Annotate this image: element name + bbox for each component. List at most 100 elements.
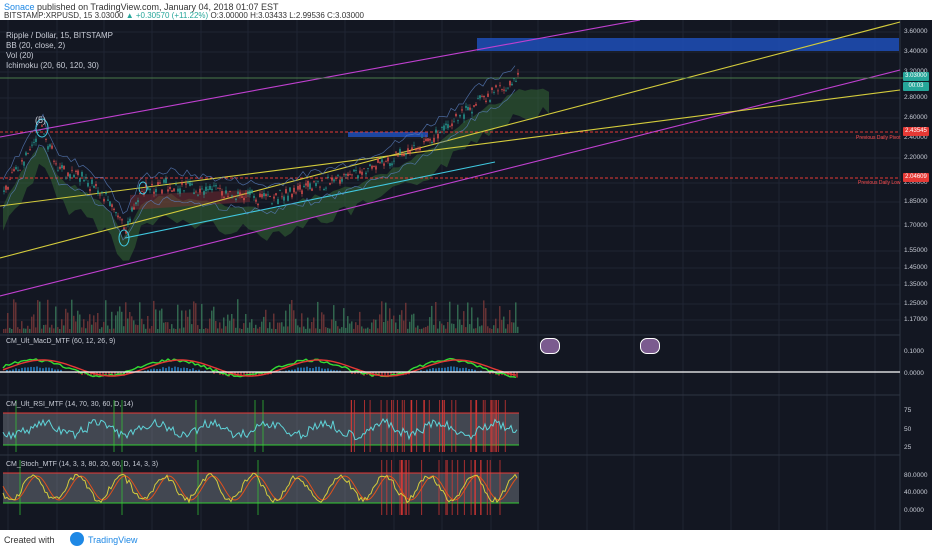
candle-body[interactable] [25,152,27,156]
candle-body[interactable] [221,191,223,196]
candle-body[interactable] [451,123,453,127]
candle-body[interactable] [463,114,465,119]
wave-circle[interactable] [138,181,148,195]
candle-body[interactable] [323,189,325,191]
candle-body[interactable] [363,168,365,170]
wave-circle[interactable] [35,118,49,138]
candle-body[interactable] [129,218,131,223]
candle-body[interactable] [487,93,489,97]
candle-body[interactable] [459,114,461,117]
candle-body[interactable] [461,109,463,111]
candle-body[interactable] [87,182,89,187]
candle-body[interactable] [115,212,117,214]
rsi-pane[interactable] [2,400,518,452]
candle-body[interactable] [467,107,469,110]
candle-body[interactable] [121,219,123,221]
candle-body[interactable] [505,90,507,92]
candle-body[interactable] [77,170,79,175]
candle-body[interactable] [211,188,213,191]
candle-body[interactable] [441,127,443,128]
candle-body[interactable] [415,148,417,151]
candle-body[interactable] [55,163,57,165]
candle-body[interactable] [337,175,339,177]
candle-body[interactable] [73,174,75,178]
candle-body[interactable] [343,174,345,176]
candle-body[interactable] [239,192,241,195]
candle-body[interactable] [477,98,479,99]
candle-body[interactable] [203,191,205,195]
candle-body[interactable] [123,227,125,230]
candle-body[interactable] [101,191,103,193]
candle-body[interactable] [465,105,467,108]
candle-body[interactable] [33,142,35,143]
candle-body[interactable] [277,199,279,204]
candle-body[interactable] [113,208,115,210]
candle-body[interactable] [507,87,509,89]
candle-body[interactable] [127,221,129,225]
candle-body[interactable] [331,177,333,181]
candle-body[interactable] [491,87,493,90]
candle-body[interactable] [483,95,485,98]
legend-vol[interactable]: Vol (20) [6,51,34,60]
candle-body[interactable] [49,144,51,147]
candle-body[interactable] [517,72,519,75]
candle-body[interactable] [191,183,193,185]
candle-body[interactable] [495,85,497,88]
candle-body[interactable] [355,170,357,171]
trendline-cyan[interactable] [124,161,496,239]
candle-body[interactable] [103,198,105,202]
candle-body[interactable] [411,147,413,151]
candle-body[interactable] [367,168,369,169]
candle-body[interactable] [361,171,363,175]
candle-body[interactable] [89,189,91,192]
candle-body[interactable] [313,181,315,183]
candle-body[interactable] [289,187,291,192]
candle-body[interactable] [287,195,289,201]
candle-body[interactable] [151,183,153,186]
candle-body[interactable] [409,150,411,154]
candle-body[interactable] [155,189,157,193]
candle-body[interactable] [501,89,503,90]
candle-body[interactable] [187,181,189,184]
candle-body[interactable] [257,203,259,206]
candle-body[interactable] [399,149,401,154]
candle-body[interactable] [39,130,41,131]
candle-body[interactable] [281,196,283,198]
candle-body[interactable] [325,187,327,189]
candle-body[interactable] [339,179,341,184]
candle-body[interactable] [443,125,445,131]
candle-body[interactable] [185,183,187,185]
candle-body[interactable] [497,90,499,92]
candle-body[interactable] [417,147,419,150]
candle-body[interactable] [315,183,317,186]
candle-body[interactable] [95,184,97,187]
candle-body[interactable] [303,185,305,188]
candle-body[interactable] [419,147,421,151]
candle-body[interactable] [259,193,261,198]
candle-body[interactable] [295,192,297,194]
candle-body[interactable] [375,166,377,170]
candle-body[interactable] [225,190,227,194]
candle-body[interactable] [381,159,383,163]
chart-svg[interactable] [0,20,932,530]
candle-body[interactable] [447,124,449,129]
candle-body[interactable] [111,204,113,207]
candle-body[interactable] [97,190,99,194]
candle-body[interactable] [263,193,265,197]
candle-body[interactable] [299,184,301,190]
candle-body[interactable] [485,100,487,102]
candle-body[interactable] [99,194,101,196]
stoch-pane[interactable] [2,460,518,515]
candlesticks[interactable] [3,69,519,234]
candle-body[interactable] [153,191,155,194]
candle-body[interactable] [65,177,67,179]
candle-body[interactable] [511,83,513,86]
stoch-title[interactable]: CM_Stoch_MTF (14, 3, 3, 80, 20, 60, D, 1… [6,461,159,468]
candle-body[interactable] [223,197,225,198]
candle-body[interactable] [267,194,269,196]
candle-body[interactable] [309,183,311,189]
candle-body[interactable] [395,151,397,153]
candle-body[interactable] [109,201,111,207]
candle-body[interactable] [347,173,349,176]
candle-body[interactable] [173,188,175,192]
